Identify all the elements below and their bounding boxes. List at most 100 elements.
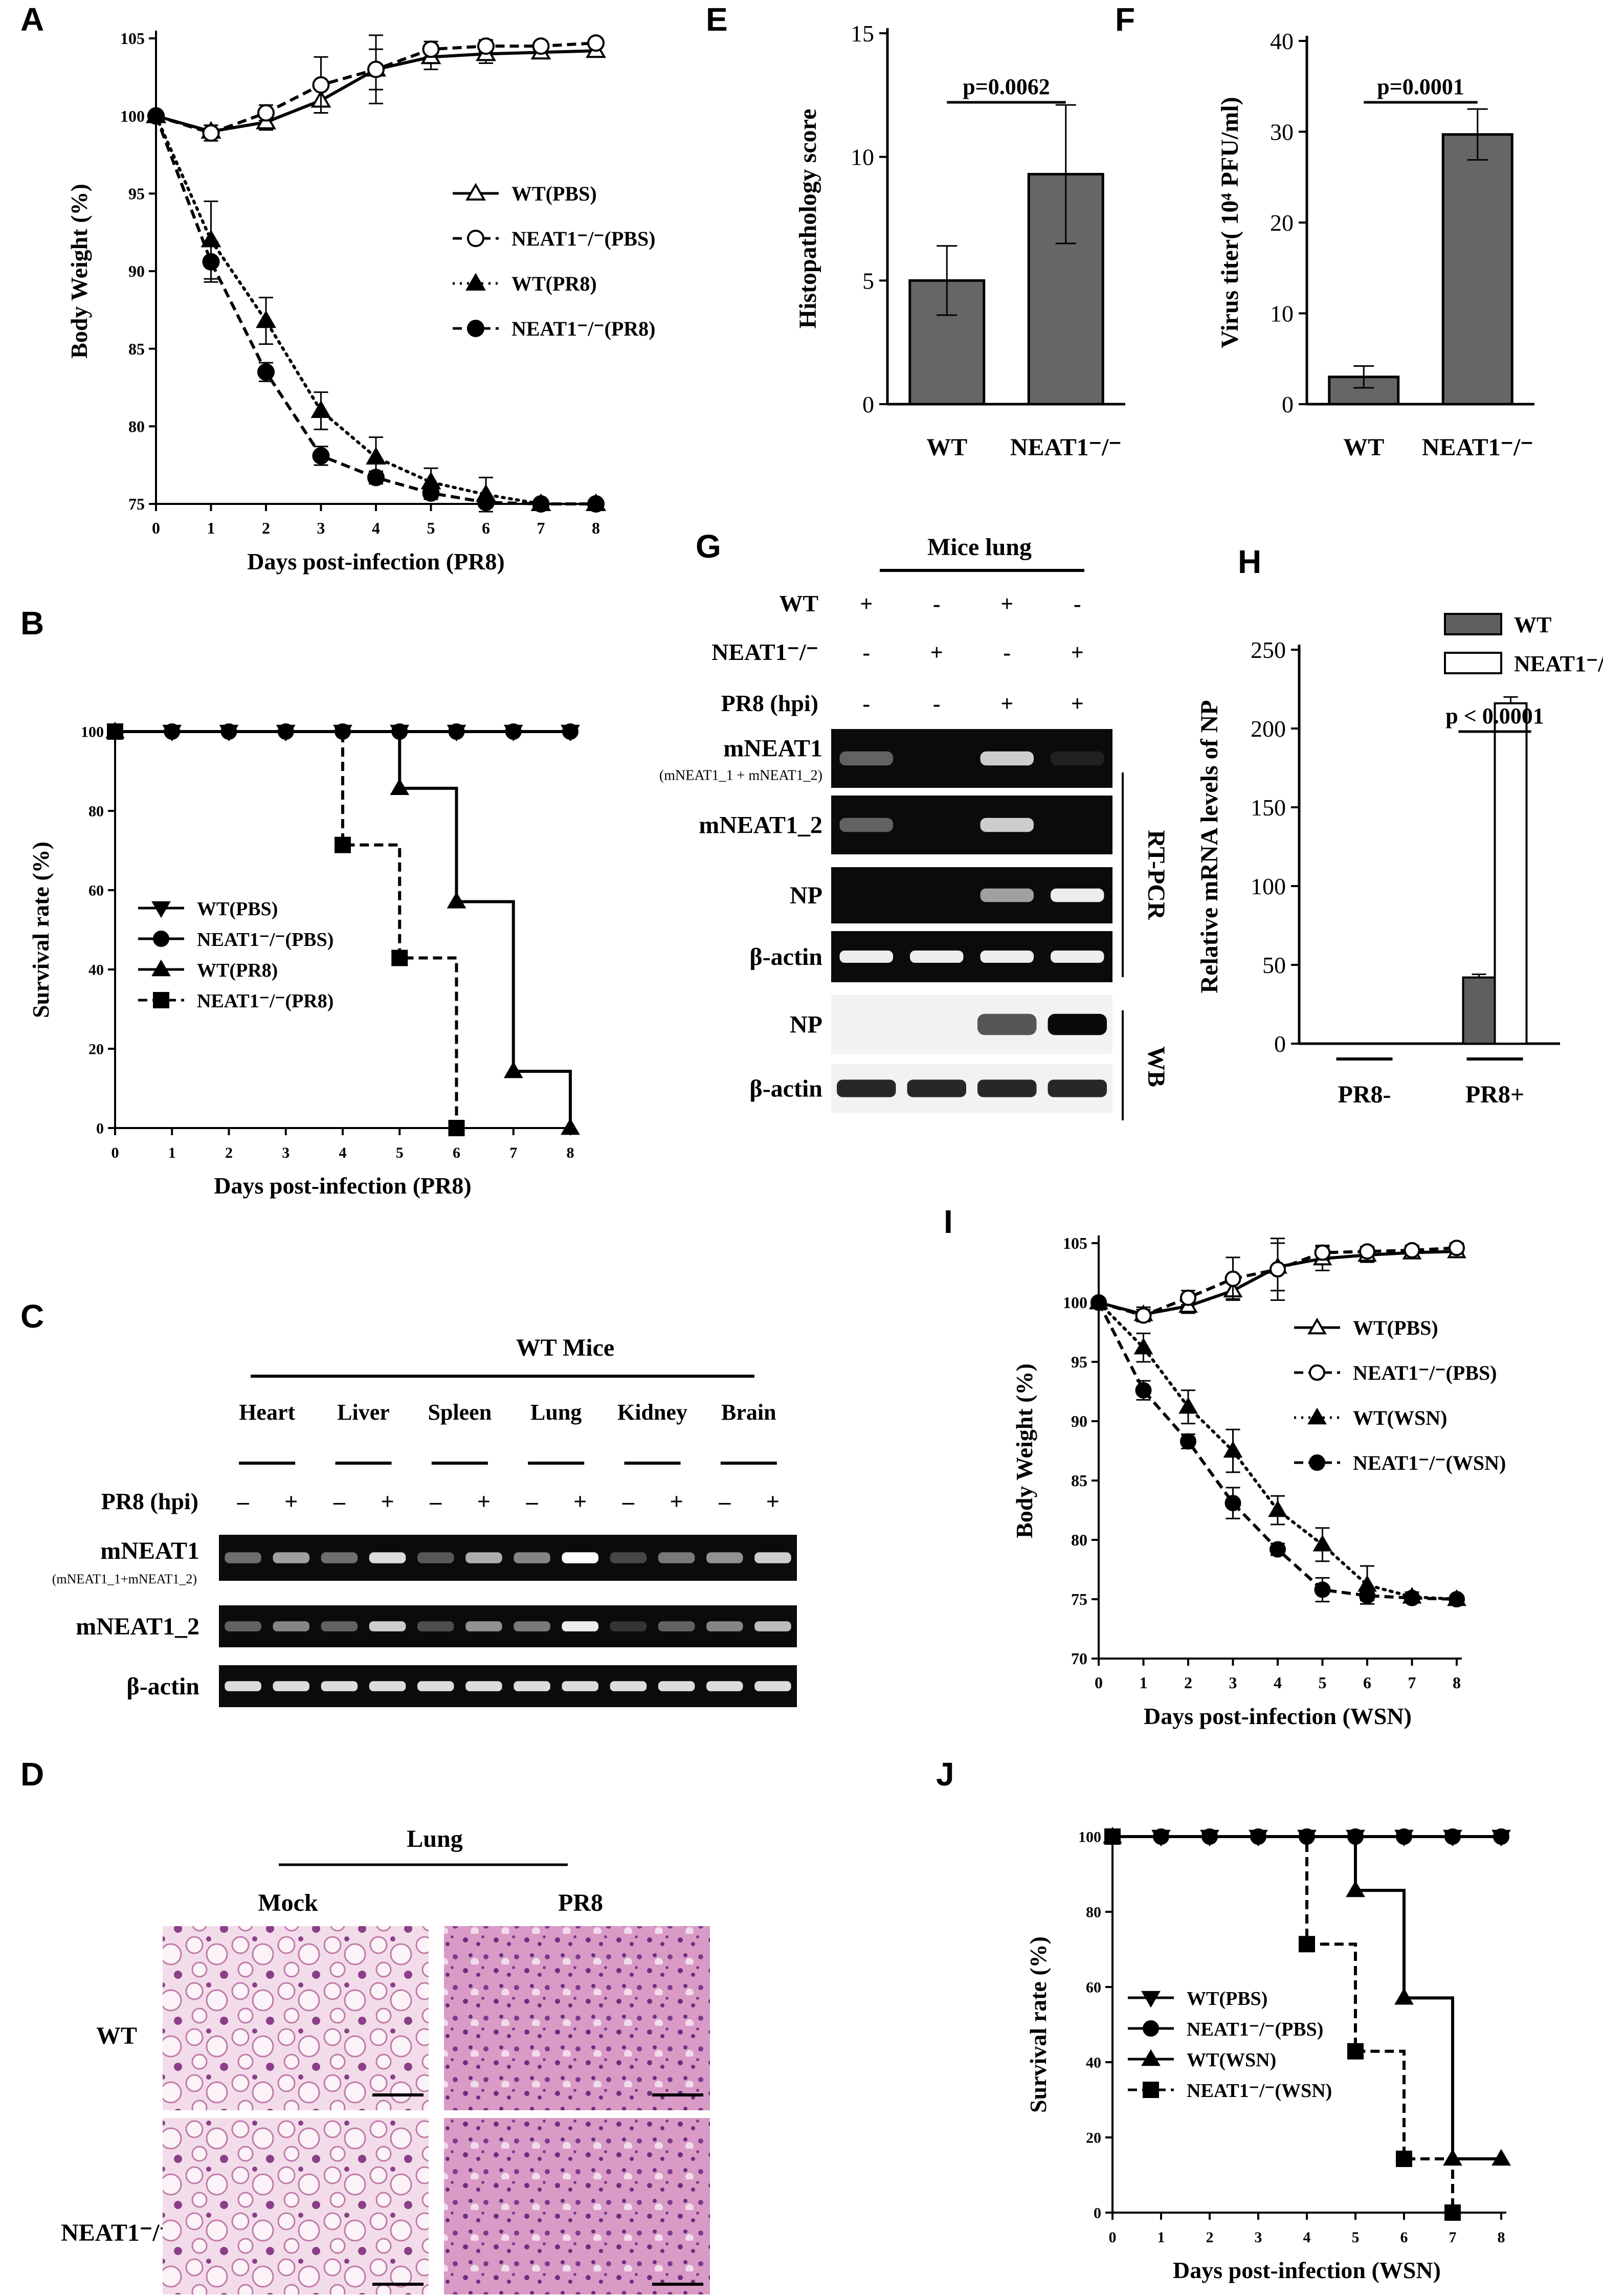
data-point	[587, 34, 605, 52]
x-tick-label: 5	[427, 519, 435, 537]
series-line	[1112, 1835, 1501, 2160]
data-point	[448, 723, 465, 740]
x-tick-label: 0	[1095, 1673, 1103, 1692]
x-tick-label: 3	[1229, 1673, 1237, 1692]
band	[706, 1621, 743, 1631]
x-tick-label: 6	[453, 1144, 460, 1161]
x-tick-label: 0	[1109, 2229, 1117, 2246]
panel-letter-b: B	[20, 605, 44, 642]
band	[514, 1552, 550, 1563]
data-point	[257, 363, 275, 381]
condition-sign: –	[429, 1488, 442, 1514]
data-point	[390, 778, 410, 796]
band	[273, 1681, 310, 1691]
band	[562, 1621, 599, 1631]
band	[1048, 1013, 1107, 1035]
legend-label: NEAT1⁻/⁻(PBS)	[1187, 2019, 1323, 2040]
data-point	[1223, 1441, 1243, 1458]
panel-g-title: Mice lung	[927, 534, 1032, 561]
data-point	[1347, 2043, 1364, 2060]
histology-neat1-mock	[163, 2118, 429, 2294]
condition-label: PR8 (hpi)	[721, 690, 818, 716]
y-tick-label: 95	[128, 185, 145, 203]
series-2	[146, 105, 606, 513]
band	[369, 1621, 406, 1631]
panel-letter-g: G	[696, 528, 721, 565]
series-line	[1112, 1835, 1454, 2213]
band	[980, 751, 1034, 766]
y-tick-label: 20	[1270, 210, 1294, 236]
bar	[1494, 702, 1528, 1045]
x-tick-label: 3	[317, 519, 325, 537]
data-point	[1396, 2150, 1412, 2167]
x-tick-label: 2	[262, 519, 270, 537]
panel-d-col-mock: Mock	[258, 1889, 318, 1916]
x-axis-title: Days post-infection (PR8)	[247, 548, 504, 575]
band	[514, 1621, 550, 1631]
band	[514, 1681, 550, 1691]
p-value-label: p=0.0001	[1377, 74, 1464, 99]
y-tick-label: 90	[128, 262, 145, 280]
legend-marker	[151, 901, 171, 918]
y-tick-label: 75	[1071, 1590, 1087, 1608]
data-point	[1493, 1828, 1509, 1845]
band	[837, 1079, 896, 1097]
band	[562, 1681, 599, 1691]
y-tick-label: 90	[1071, 1412, 1087, 1430]
y-axis-title: Body Weight (%)	[1011, 1363, 1037, 1538]
x-tick-label: 8	[592, 519, 600, 537]
legend-marker	[1309, 1454, 1325, 1471]
data-point	[367, 469, 385, 487]
x-category-label: PR8+	[1465, 1081, 1524, 1108]
y-tick-label: 10	[1270, 301, 1294, 327]
x-axis-title: Days post-infection (WSN)	[1173, 2257, 1441, 2283]
data-point	[257, 104, 275, 122]
series-1	[1090, 1238, 1465, 1324]
x-category-label: WT	[926, 434, 967, 461]
condition-sign: -	[933, 691, 941, 716]
band	[980, 951, 1034, 963]
tissue-label: Liver	[337, 1400, 390, 1425]
band	[225, 1681, 261, 1691]
blot-row-label: β-actin	[749, 943, 822, 970]
data-point	[422, 484, 440, 502]
data-point	[1359, 1243, 1375, 1260]
panel-g-blots: Mice lung WT + - + - NEAT1⁻/⁻ - + - + PR8 (hpi) - - +…	[659, 534, 1170, 1120]
y-tick-label: 15	[851, 20, 874, 47]
panel-c-title: WT Mice	[516, 1334, 614, 1361]
band	[754, 1681, 791, 1691]
y-tick-label: 40	[1270, 28, 1294, 54]
band	[706, 1681, 743, 1691]
band	[562, 1552, 599, 1563]
legend-label: WT(PBS)	[511, 182, 597, 205]
condition-sign: -	[933, 591, 941, 616]
legend-marker	[1307, 1317, 1327, 1335]
y-tick-label: 80	[128, 417, 145, 436]
panel-letter-a: A	[20, 1, 44, 38]
data-point	[367, 60, 385, 78]
band	[369, 1681, 406, 1691]
x-tick-label: 0	[112, 1144, 119, 1161]
y-tick-label: 80	[1086, 1904, 1101, 1921]
band	[225, 1552, 261, 1563]
condition-sign: +	[573, 1488, 587, 1514]
blot-row-label: NP	[790, 1011, 822, 1039]
data-point	[1396, 1828, 1412, 1845]
legend-marker	[151, 959, 171, 977]
y-tick-label: 40	[88, 962, 104, 979]
data-point	[1299, 1936, 1315, 1953]
x-axis-title: Days post-infection (WSN)	[1144, 1703, 1412, 1729]
condition-sign: +	[1071, 640, 1084, 665]
y-axis-title: Survival rate (%)	[28, 842, 54, 1018]
data-point	[1135, 1382, 1152, 1399]
legend-label: WT(WSN)	[1353, 1406, 1447, 1429]
y-tick-label: 250	[1251, 637, 1286, 663]
x-tick-label: 2	[1184, 1673, 1192, 1692]
band	[273, 1621, 310, 1631]
data-point	[1224, 1495, 1241, 1512]
tissue-label: Brain	[721, 1400, 776, 1425]
data-point	[1449, 1240, 1465, 1256]
data-point	[1268, 1500, 1287, 1517]
y-tick-label: 50	[1262, 952, 1286, 978]
legend-label: NEAT1⁻/⁻(PR8)	[511, 317, 655, 340]
